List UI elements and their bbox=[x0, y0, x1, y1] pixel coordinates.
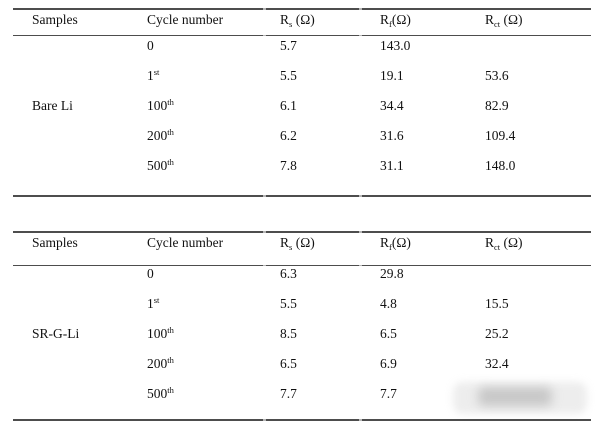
cell-rs: 5.7 bbox=[280, 38, 297, 53]
cell-rf: 31.1 bbox=[380, 158, 404, 173]
cell-rs: 6.2 bbox=[280, 128, 297, 143]
cell-rs: 6.1 bbox=[280, 98, 297, 113]
table-row: 1st 5.5 19.1 53.6 bbox=[0, 61, 600, 91]
table1-header-rf: Rf(Ω) bbox=[380, 12, 411, 29]
cell-rf: 6.9 bbox=[380, 356, 397, 371]
table-row: 0 6.3 29.8 bbox=[0, 259, 600, 289]
cell-rct: 15.5 bbox=[485, 296, 509, 311]
table1-header-rs: Rs (Ω) bbox=[280, 12, 315, 29]
watermark-blob bbox=[453, 382, 587, 414]
cell-rf: 31.6 bbox=[380, 128, 404, 143]
cell-rf: 143.0 bbox=[380, 38, 411, 53]
cell-rs: 6.5 bbox=[280, 356, 297, 371]
cell-rs: 7.7 bbox=[280, 386, 297, 401]
cell-rs: 8.5 bbox=[280, 326, 297, 341]
table1-top-rule bbox=[13, 8, 591, 10]
cell-cycle: 0 bbox=[147, 38, 154, 53]
table1-header-cycle-number: Cycle number bbox=[147, 12, 224, 27]
table1-header-rct: Rct (Ω) bbox=[485, 12, 523, 29]
table2-header-rule bbox=[13, 265, 591, 266]
table1-body: 0 5.7 143.0 1st 5.5 19.1 53.6 Bare Li 10… bbox=[0, 31, 600, 181]
cell-rf: 34.4 bbox=[380, 98, 404, 113]
table1-header-rule bbox=[13, 35, 591, 36]
table-row: 200th 6.2 31.6 109.4 bbox=[0, 121, 600, 151]
table-row: 1st 5.5 4.8 15.5 bbox=[0, 289, 600, 319]
table-row: 200th 6.5 6.9 32.4 bbox=[0, 349, 600, 379]
sample-name: Bare Li bbox=[32, 98, 73, 113]
cell-rf: 4.8 bbox=[380, 296, 397, 311]
table2-bottom-rule bbox=[13, 419, 591, 421]
table2-header-rs: Rs (Ω) bbox=[280, 235, 315, 252]
cell-rs: 6.3 bbox=[280, 266, 297, 281]
cell-cycle: 500th bbox=[147, 385, 174, 401]
cell-cycle: 200th bbox=[147, 127, 174, 143]
cell-rf: 29.8 bbox=[380, 266, 404, 281]
cell-rf: 7.7 bbox=[380, 386, 397, 401]
cell-cycle: 100th bbox=[147, 325, 174, 341]
table-row: SR-G-Li 100th 8.5 6.5 25.2 bbox=[0, 319, 600, 349]
sample-name: SR-G-Li bbox=[32, 326, 80, 341]
cell-cycle: 1st bbox=[147, 67, 160, 83]
table2-top-rule bbox=[13, 231, 591, 233]
cell-rct: 148.0 bbox=[485, 158, 516, 173]
cell-rs: 5.5 bbox=[280, 68, 297, 83]
table2-header-row: Samples Cycle number Rs (Ω) Rf(Ω) Rct (Ω… bbox=[0, 233, 600, 253]
table1-header-row: Samples Cycle number Rs (Ω) Rf(Ω) Rct (Ω… bbox=[0, 10, 600, 30]
table1-header-samples: Samples bbox=[32, 12, 78, 27]
table2-body: 0 6.3 29.8 1st 5.5 4.8 15.5 SR-G-Li 100t… bbox=[0, 259, 600, 409]
table2-header-rct: Rct (Ω) bbox=[485, 235, 523, 252]
cell-rf: 19.1 bbox=[380, 68, 404, 83]
watermark-blob-core bbox=[478, 387, 552, 406]
cell-cycle: 0 bbox=[147, 266, 154, 281]
cell-rs: 5.5 bbox=[280, 296, 297, 311]
table2-header-cycle-number: Cycle number bbox=[147, 235, 224, 250]
table2-header-rf: Rf(Ω) bbox=[380, 235, 411, 252]
table-row: 500th 7.7 7.7 bbox=[0, 379, 600, 409]
cell-cycle: 100th bbox=[147, 97, 174, 113]
cell-rs: 7.8 bbox=[280, 158, 297, 173]
table-row: 0 5.7 143.0 bbox=[0, 31, 600, 61]
cell-rct: 25.2 bbox=[485, 326, 509, 341]
table-row: 500th 7.8 31.1 148.0 bbox=[0, 151, 600, 181]
cell-rct: 53.6 bbox=[485, 68, 509, 83]
table-row: Bare Li 100th 6.1 34.4 82.9 bbox=[0, 91, 600, 121]
table1-bottom-rule bbox=[13, 195, 591, 197]
cell-cycle: 1st bbox=[147, 295, 160, 311]
cell-rct: 32.4 bbox=[485, 356, 509, 371]
cell-rf: 6.5 bbox=[380, 326, 397, 341]
cell-cycle: 500th bbox=[147, 157, 174, 173]
cell-rct: 109.4 bbox=[485, 128, 516, 143]
cell-cycle: 200th bbox=[147, 355, 174, 371]
cell-rct: 82.9 bbox=[485, 98, 509, 113]
table2-header-samples: Samples bbox=[32, 235, 78, 250]
